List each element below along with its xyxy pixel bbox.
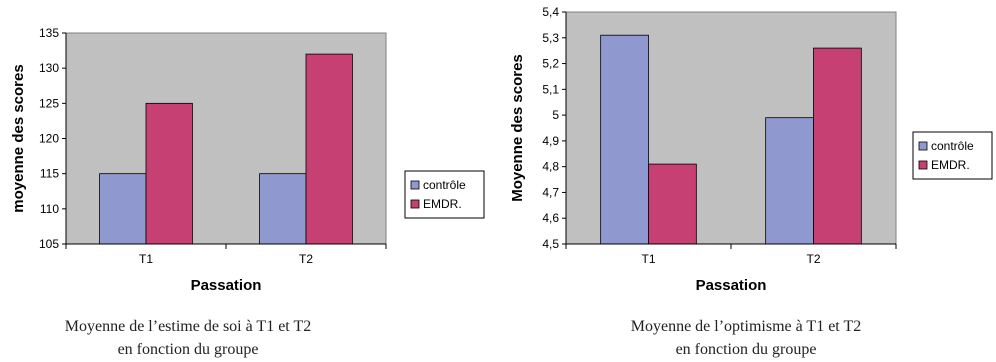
caption-line-2: en fonction du groupe bbox=[118, 341, 259, 358]
y-tick-label: 105 bbox=[39, 237, 59, 251]
y-tick-label: 4,5 bbox=[542, 237, 559, 251]
y-tick-label: 110 bbox=[40, 202, 59, 216]
y-tick-label: 4,8 bbox=[542, 160, 559, 174]
legend-box bbox=[912, 131, 993, 180]
y-tick-label: 125 bbox=[39, 96, 59, 110]
legend: contrôle EMDR. bbox=[404, 170, 485, 219]
y-tick-label: 5,3 bbox=[542, 31, 559, 45]
legend-swatch-emdr bbox=[918, 160, 928, 170]
caption-line-1: Moyenne de l’estime de soi à T1 et T2 bbox=[65, 318, 311, 335]
y-axis-title: Moyenne des scores bbox=[509, 54, 526, 202]
bar-controle-t2 bbox=[765, 117, 814, 245]
y-tick-label: 135 bbox=[39, 26, 59, 40]
y-tick-label: 5,1 bbox=[542, 82, 559, 96]
x-tick-label: T1 bbox=[641, 252, 655, 266]
y-tick-label: 130 bbox=[39, 61, 59, 75]
bar-controle-t1 bbox=[600, 34, 649, 245]
y-tick-label: 4,7 bbox=[542, 185, 559, 199]
y-tick-label: 5 bbox=[552, 108, 559, 122]
caption-line-1: Moyenne de l’optimisme à T1 et T2 bbox=[631, 318, 861, 335]
y-axis-title: moyenne des scores bbox=[10, 64, 27, 212]
x-axis-title: Passation bbox=[696, 277, 767, 294]
legend-label-emdr: EMDR. bbox=[931, 158, 970, 172]
legend-box bbox=[404, 170, 485, 219]
y-tick-label: 5,4 bbox=[542, 5, 559, 19]
legend-label-controle: contrôle bbox=[423, 178, 466, 192]
bar-emdr-t2 bbox=[813, 47, 862, 245]
legend: contrôle EMDR. bbox=[912, 131, 993, 180]
bar-controle-t1 bbox=[99, 173, 147, 245]
bar-emdr-t2 bbox=[305, 53, 353, 245]
x-axis-title: Passation bbox=[191, 277, 262, 294]
legend-swatch-controle bbox=[410, 180, 420, 190]
y-tick-label: 5,2 bbox=[542, 57, 559, 71]
legend-label-controle: contrôle bbox=[931, 139, 974, 153]
y-tick-label: 4,9 bbox=[542, 134, 559, 148]
chart-2: 4,5 4,6 4,7 4,8 4,9 5 5,1 5,2 5,3 5,4 T1 T2 Passatio… bbox=[509, 5, 993, 358]
y-tick-label: 115 bbox=[40, 167, 59, 181]
x-tick-label: T1 bbox=[139, 252, 153, 266]
legend-swatch-controle bbox=[918, 141, 928, 151]
bar-controle-t2 bbox=[259, 173, 307, 245]
legend-swatch-emdr bbox=[410, 199, 420, 209]
x-tick-label: T2 bbox=[299, 252, 313, 266]
bar-emdr-t1 bbox=[145, 102, 193, 245]
x-tick-label: T2 bbox=[806, 252, 820, 266]
y-tick-label: 120 bbox=[39, 132, 59, 146]
bar-emdr-t1 bbox=[648, 163, 697, 245]
chart-1: 105 110 115 120 125 130 135 T1 T2 Passation moyenn… bbox=[10, 26, 485, 358]
caption-line-2: en fonction du groupe bbox=[676, 341, 817, 358]
y-tick-label: 4,6 bbox=[542, 211, 559, 225]
legend-label-emdr: EMDR. bbox=[423, 197, 462, 211]
